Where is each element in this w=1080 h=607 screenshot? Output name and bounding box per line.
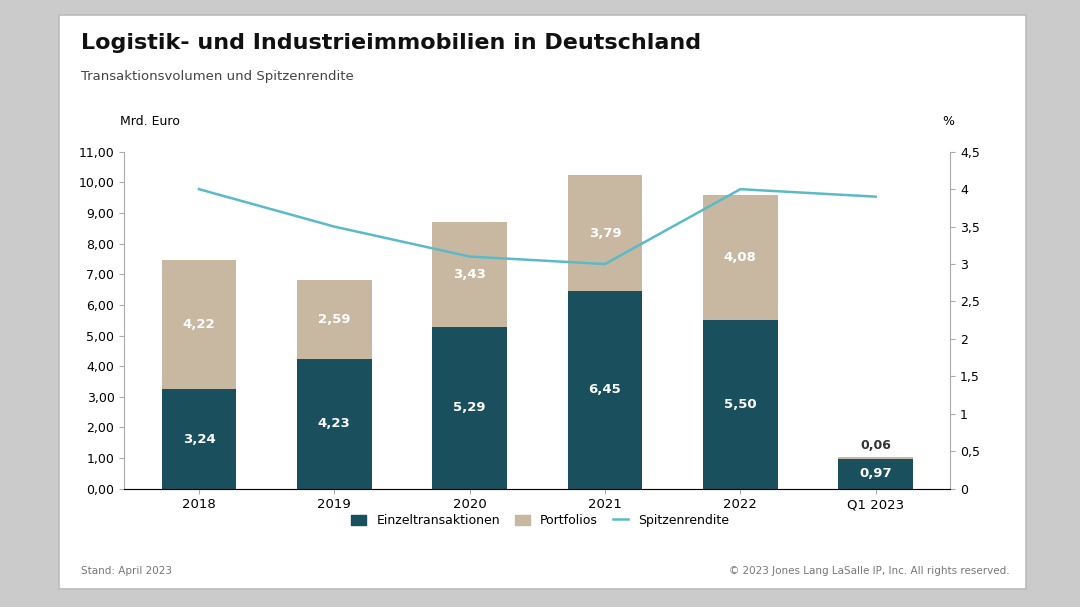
Bar	[838, 457, 913, 459]
Text: Mrd. Euro: Mrd. Euro	[120, 115, 180, 128]
Bar	[703, 195, 778, 320]
Bar	[432, 327, 507, 489]
Bar	[838, 459, 913, 489]
Text: %: %	[943, 115, 955, 128]
Text: 3,79: 3,79	[589, 226, 621, 240]
Text: 4,22: 4,22	[183, 318, 215, 331]
Text: 3,24: 3,24	[183, 433, 215, 446]
Text: © 2023 Jones Lang LaSalle IP, Inc. All rights reserved.: © 2023 Jones Lang LaSalle IP, Inc. All r…	[729, 566, 1010, 575]
Bar	[568, 175, 643, 291]
Text: 4,23: 4,23	[318, 418, 351, 430]
Bar	[162, 390, 237, 489]
Text: 0,06: 0,06	[860, 439, 891, 452]
Text: 3,43: 3,43	[454, 268, 486, 280]
Bar	[297, 359, 372, 489]
Text: 0,97: 0,97	[860, 467, 892, 480]
Legend: Einzeltransaktionen, Portfolios, Spitzenrendite: Einzeltransaktionen, Portfolios, Spitzen…	[348, 510, 732, 531]
Bar	[297, 280, 372, 359]
Text: 2,59: 2,59	[318, 313, 351, 326]
Bar	[703, 320, 778, 489]
Bar	[162, 260, 237, 390]
Text: 5,29: 5,29	[454, 401, 486, 414]
Bar	[568, 291, 643, 489]
Text: 4,08: 4,08	[724, 251, 757, 264]
Text: Transaktionsvolumen und Spitzenrendite: Transaktionsvolumen und Spitzenrendite	[81, 70, 354, 83]
Text: 5,50: 5,50	[724, 398, 757, 411]
Bar	[432, 222, 507, 327]
Text: Stand: April 2023: Stand: April 2023	[81, 566, 172, 575]
Text: 6,45: 6,45	[589, 384, 621, 396]
Text: Logistik- und Industrieimmobilien in Deutschland: Logistik- und Industrieimmobilien in Deu…	[81, 33, 701, 53]
